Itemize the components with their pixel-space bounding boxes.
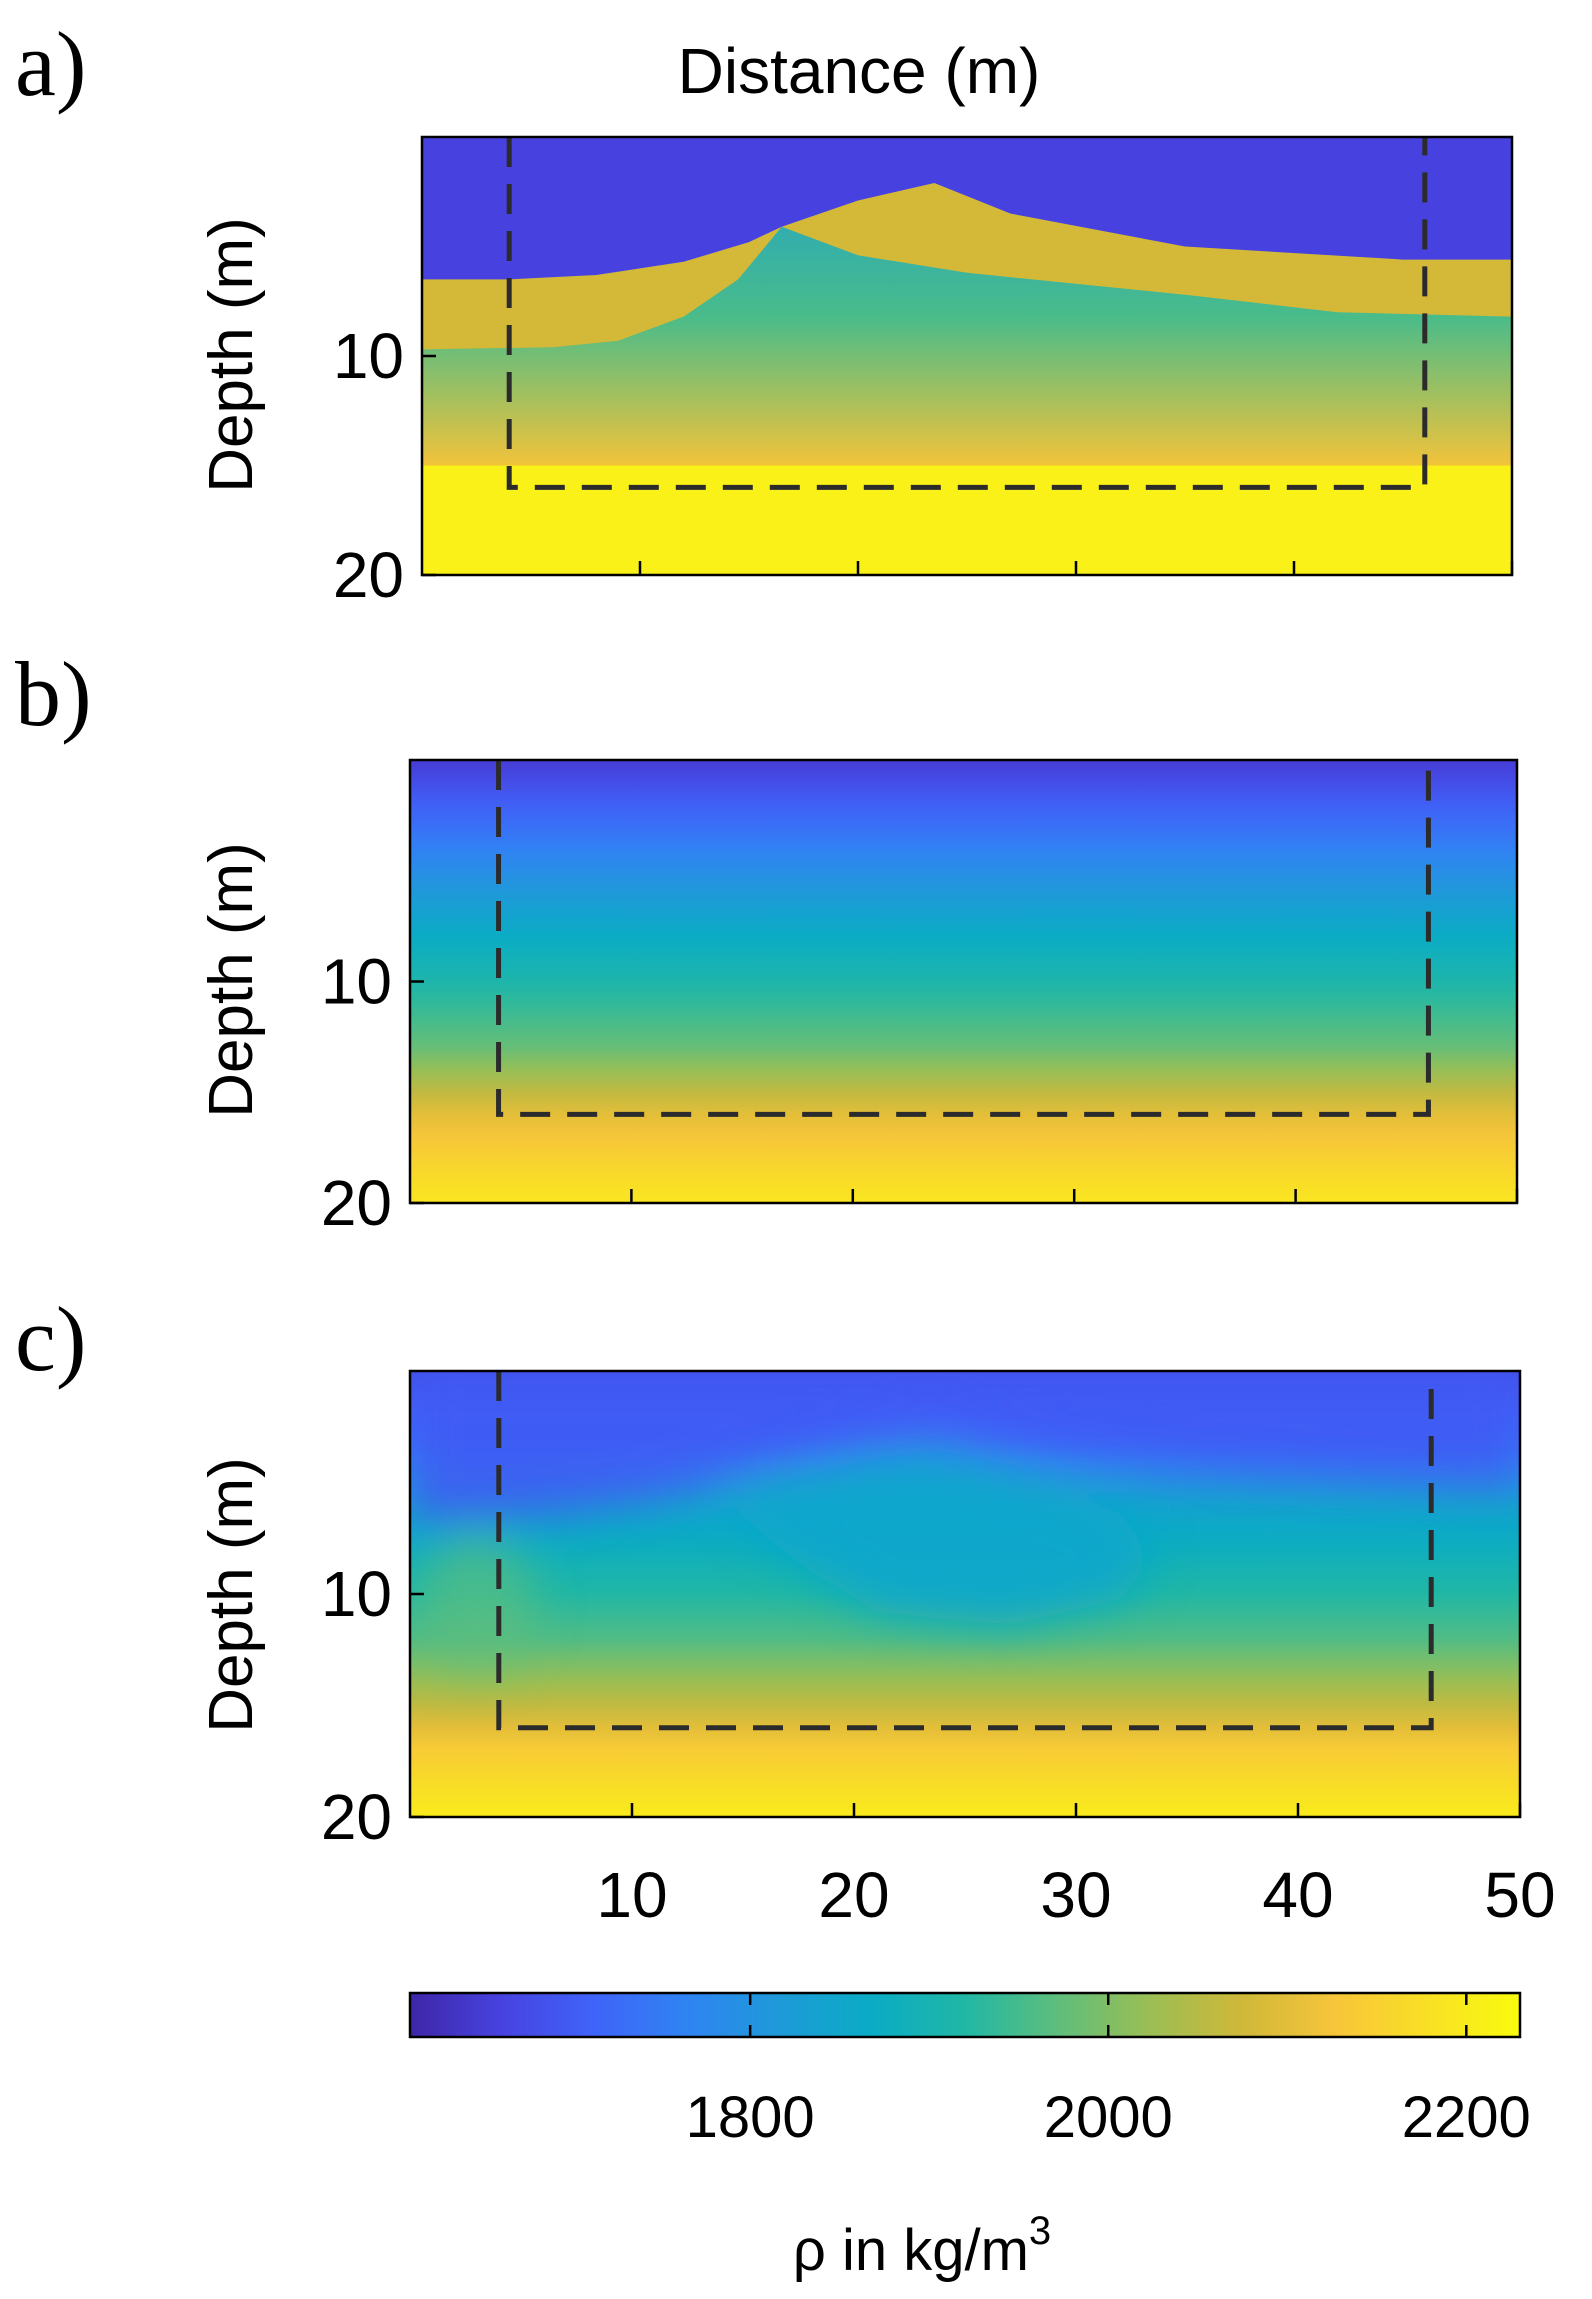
x-tick-label-40: 40	[1262, 1859, 1333, 1931]
feature-left-bulge	[416, 1535, 537, 1676]
colorbar-label-text: ρ in kg/m	[793, 2218, 1029, 2283]
y-tick-label-c-20: 20	[321, 1781, 392, 1853]
distance-axis-title: Distance (m)	[678, 35, 1041, 107]
layer-upper	[422, 137, 1512, 280]
colorbar-label: ρ in kg/m3	[793, 2209, 1051, 2283]
dashed-region-a	[506, 137, 1428, 490]
colorbar-gradient	[408, 1991, 1522, 2039]
y-axis-label-c: Depth (m)	[197, 1457, 266, 1733]
colorbar-label-superscript: 3	[1029, 2209, 1051, 2253]
model-c-features	[410, 1371, 1520, 1676]
panel-label-b: b)	[15, 643, 92, 745]
y-axis-label-a: Depth (m)	[197, 217, 266, 493]
model-b	[410, 760, 1517, 1203]
model-a	[422, 137, 1512, 575]
plot-area-a: 10 20	[333, 135, 1514, 611]
feature-upper-low	[410, 1371, 1520, 1523]
plot-area-c: 10 20 30 40 50 10 20	[321, 1369, 1556, 1931]
panel-label-c: c)	[15, 1288, 86, 1390]
dashed-region-c	[496, 1371, 1434, 1731]
y-tick-label-a-20: 20	[333, 539, 404, 611]
colorbar: 1800 2000 2200	[408, 1991, 1531, 2150]
plot-area-b: 10 20	[321, 758, 1519, 1239]
panel-b: b) Depth (m) 10 20	[15, 643, 1519, 1239]
x-tick-label-20: 20	[818, 1859, 889, 1931]
panel-c: c) Depth (m) 10 20 30 40 50 10 20	[15, 1288, 1556, 1931]
x-tick-label-50: 50	[1484, 1859, 1555, 1931]
model-c	[410, 1371, 1520, 1817]
panel-a: a) Depth (m) 10 20	[15, 13, 1514, 611]
y-tick-label-a-10: 10	[333, 320, 404, 392]
colorbar-tick-label-1800: 1800	[686, 2085, 815, 2150]
y-tick-label-c-10: 10	[321, 1558, 392, 1630]
y-tick-label-b-20: 20	[321, 1167, 392, 1239]
feature-wedge-low	[731, 1451, 1154, 1626]
y-axis-label-b: Depth (m)	[197, 842, 266, 1118]
panel-label-a: a)	[15, 13, 86, 115]
dashed-region-b	[496, 760, 1431, 1117]
x-tick-label-10: 10	[596, 1859, 667, 1931]
colorbar-tick-label-2200: 2200	[1402, 2085, 1531, 2150]
x-tick-label-30: 30	[1040, 1859, 1111, 1931]
colorbar-tick-label-2000: 2000	[1044, 2085, 1173, 2150]
y-tick-label-b-10: 10	[321, 946, 392, 1018]
